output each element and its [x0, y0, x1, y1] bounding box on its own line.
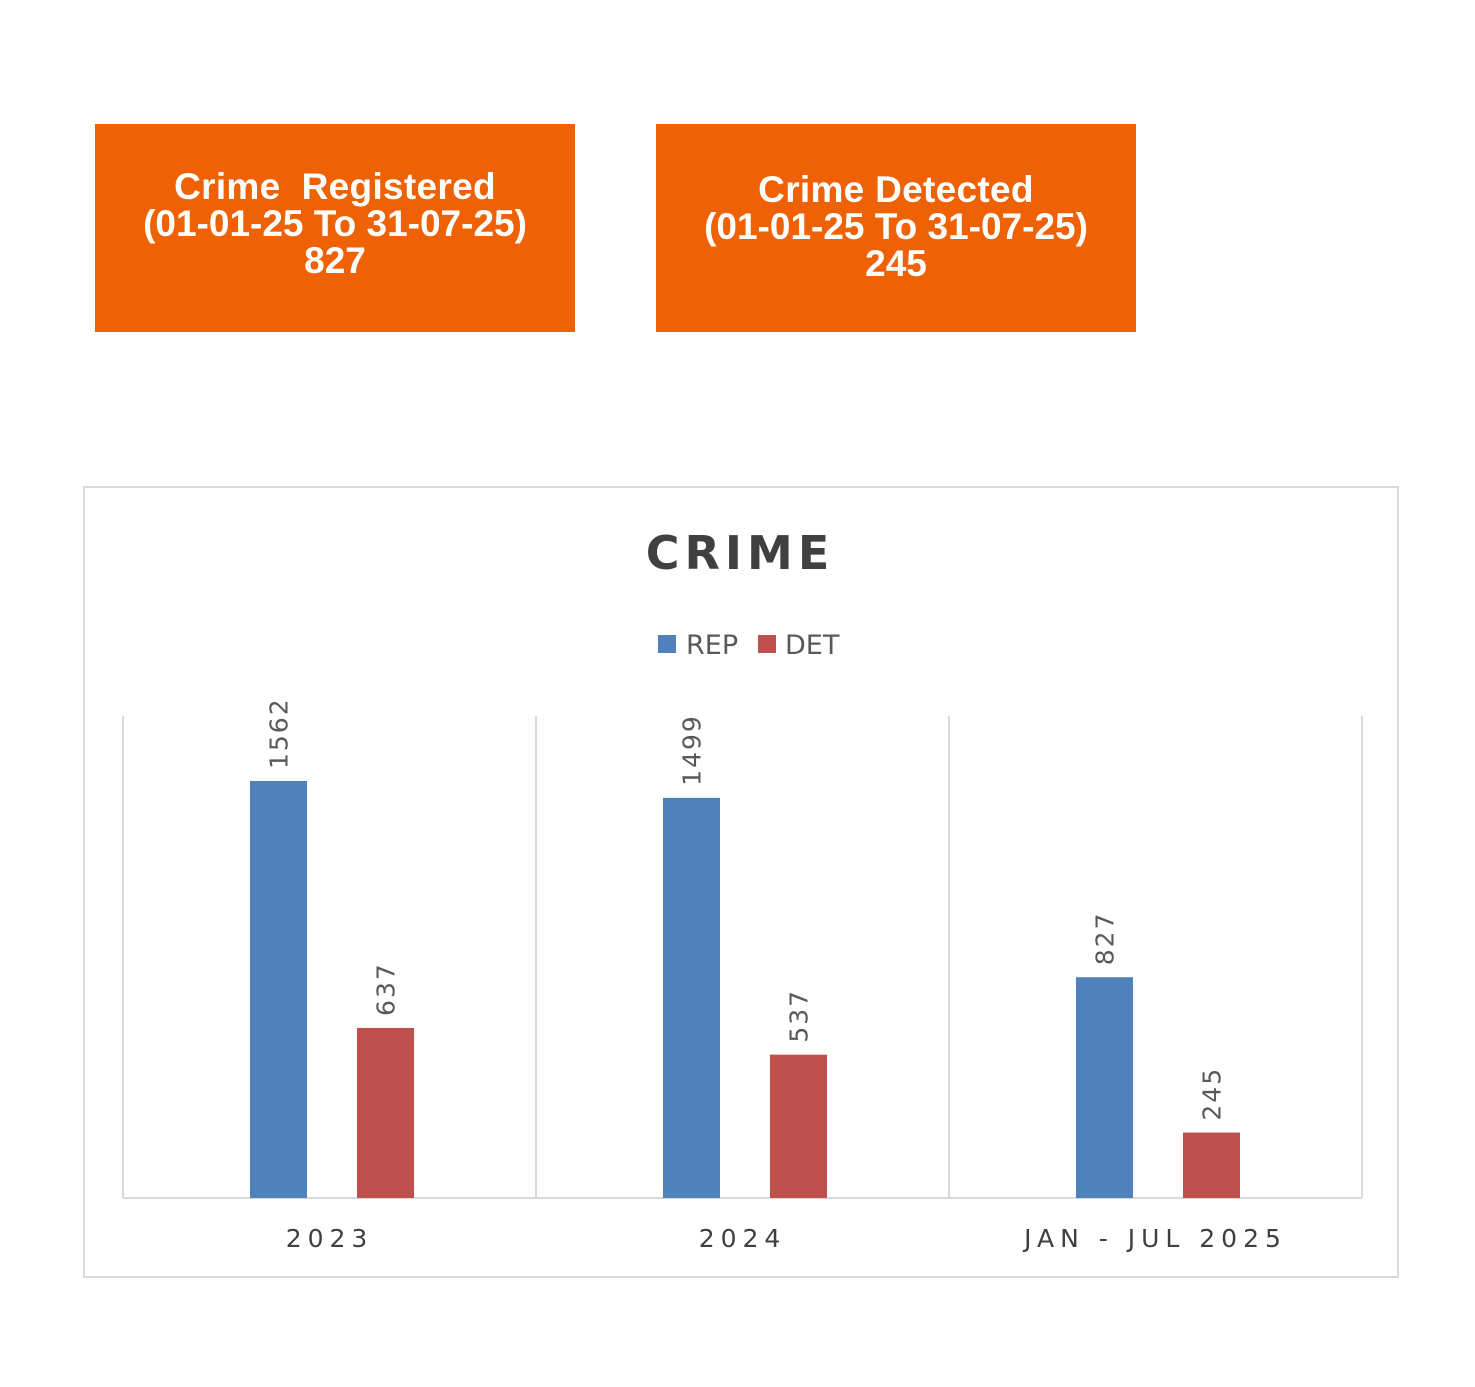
crime-detected-label: Crime Detected — [758, 169, 1034, 210]
value-label-det-2: 245 — [1198, 1067, 1227, 1121]
crime-registered-period: (01-01-25 To 31-07-25) — [143, 203, 527, 244]
chart-legend: REP DET — [658, 630, 840, 661]
chart-bars — [250, 781, 1240, 1198]
value-label-det-0: 637 — [372, 962, 401, 1016]
category-label-1: 2024 — [699, 1224, 787, 1253]
bar-det-1 — [770, 1054, 827, 1198]
bar-rep-0 — [250, 781, 307, 1198]
chart-category-labels: 2023 2024 JAN - JUL 2025 — [286, 1224, 1287, 1253]
value-label-rep-1: 1499 — [678, 714, 707, 786]
bar-rep-2 — [1076, 977, 1133, 1198]
legend-swatch-rep — [658, 635, 676, 653]
chart-gridlines — [122, 716, 1363, 1199]
bar-rep-1 — [663, 797, 720, 1198]
crime-registered-value: 827 — [304, 240, 366, 281]
value-label-rep-2: 827 — [1091, 912, 1120, 966]
chart-value-labels: 1562 637 1499 537 827 245 — [265, 697, 1227, 1120]
crime-detected-period: (01-01-25 To 31-07-25) — [704, 206, 1088, 247]
legend-label-rep: REP — [686, 630, 738, 661]
category-label-0: 2023 — [286, 1224, 374, 1253]
value-label-rep-0: 1562 — [265, 697, 294, 769]
bar-det-2 — [1183, 1132, 1240, 1198]
category-label-2: JAN - JUL 2025 — [1022, 1224, 1287, 1253]
legend-label-det: DET — [785, 630, 840, 661]
chart-title: CRIME — [646, 526, 835, 580]
legend-swatch-det — [758, 635, 776, 653]
crime-registered-label: Crime Registered — [174, 166, 496, 207]
crime-chart: CRIME REP DET 1562 637 1499 537 827 245 2023 20… — [83, 486, 1399, 1278]
value-label-det-1: 537 — [785, 989, 814, 1043]
bar-det-0 — [357, 1027, 414, 1198]
crime-registered-card: Crime Registered (01-01-25 To 31-07-25) … — [95, 124, 575, 332]
crime-detected-card: Crime Detected (01-01-25 To 31-07-25) 24… — [656, 124, 1136, 332]
crime-detected-value: 245 — [865, 243, 927, 284]
